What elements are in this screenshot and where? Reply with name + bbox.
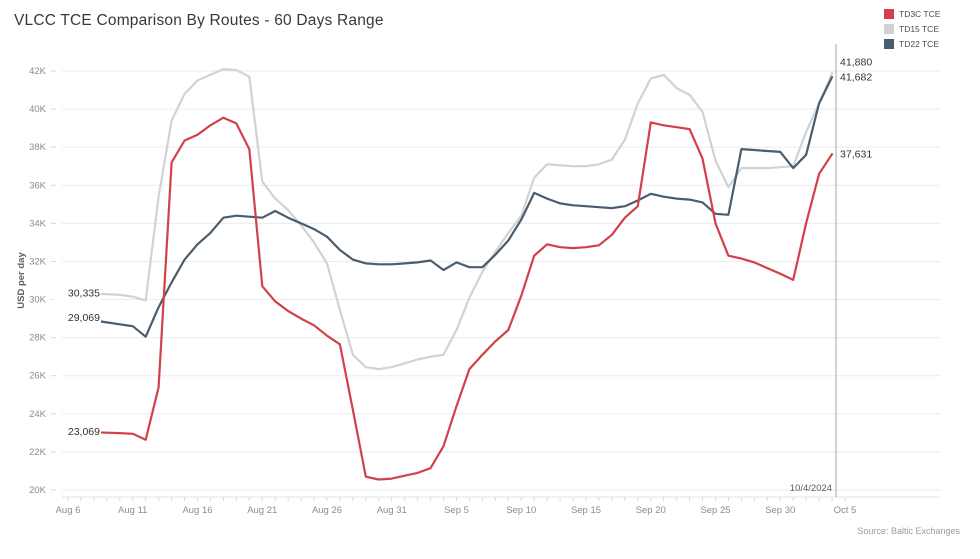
svg-text:30K: 30K	[29, 295, 47, 306]
y-axis-title: USD per day	[16, 252, 27, 309]
end-value-labels: 37,631 41,682 41,880	[840, 57, 872, 161]
svg-text:Sep 15: Sep 15	[571, 505, 601, 516]
svg-text:Sep 20: Sep 20	[636, 505, 666, 516]
svg-text:37,631: 37,631	[840, 149, 872, 161]
svg-text:Sep 25: Sep 25	[700, 505, 730, 516]
chart-title: VLCC TCE Comparison By Routes - 60 Days …	[14, 12, 384, 29]
legend-swatch-td22	[884, 39, 894, 49]
svg-text:36K: 36K	[29, 180, 47, 191]
svg-text:38K: 38K	[29, 142, 47, 153]
y-tick-labels: 20K 22K 24K 26K 28K 30K 32K 34K 36K 38K 40K 42K	[29, 66, 47, 496]
reference-line-label: 10/4/2024	[790, 483, 832, 494]
svg-text:24K: 24K	[29, 409, 47, 420]
svg-text:40K: 40K	[29, 104, 47, 115]
svg-text:Sep 30: Sep 30	[765, 505, 795, 516]
svg-text:41,682: 41,682	[840, 72, 872, 84]
legend-label-td15: TD15 TCE	[899, 24, 939, 34]
svg-text:23,069: 23,069	[68, 426, 100, 438]
source-label: Source: Baltic Exchanges	[857, 526, 960, 536]
svg-text:28K: 28K	[29, 333, 47, 344]
svg-text:Aug 26: Aug 26	[312, 505, 342, 516]
legend-swatch-td15	[884, 24, 894, 34]
reference-line: 10/4/2024	[790, 44, 837, 497]
svg-text:Aug 6: Aug 6	[56, 505, 81, 516]
legend-item-td15[interactable]: TD15 TCE	[884, 24, 940, 34]
svg-text:26K: 26K	[29, 371, 47, 382]
svg-text:Aug 16: Aug 16	[182, 505, 212, 516]
svg-text:42K: 42K	[29, 66, 47, 77]
legend-label-td3c: TD3C TCE	[899, 9, 941, 19]
svg-text:Sep 10: Sep 10	[506, 505, 536, 516]
series-line-td22[interactable]	[66, 75, 834, 338]
svg-text:Aug 31: Aug 31	[377, 505, 407, 516]
legend-label-td22: TD22 TCE	[899, 39, 939, 49]
svg-text:Sep 5: Sep 5	[444, 505, 469, 516]
x-axis: Aug 6 Aug 11 Aug 16 Aug 21 Aug 26 Aug 31 Sep 5…	[56, 496, 940, 516]
svg-text:22K: 22K	[29, 447, 47, 458]
svg-text:20K: 20K	[29, 485, 47, 496]
series-line-td3c[interactable]	[66, 116, 834, 481]
svg-text:30,335: 30,335	[68, 288, 100, 300]
y-gridlines	[51, 70, 940, 491]
svg-text:32K: 32K	[29, 256, 47, 267]
start-value-labels: 30,335 29,069 23,069	[54, 285, 101, 440]
legend-item-td22[interactable]: TD22 TCE	[884, 39, 940, 49]
svg-text:34K: 34K	[29, 218, 47, 229]
series-line-td15[interactable]	[66, 67, 834, 371]
legend: TD3C TCE TD15 TCE TD22 TCE	[884, 9, 940, 49]
svg-text:Aug 11: Aug 11	[118, 505, 147, 516]
svg-text:Oct 5: Oct 5	[834, 505, 857, 516]
svg-text:41,880: 41,880	[840, 57, 872, 69]
svg-text:29,069: 29,069	[68, 312, 100, 324]
svg-text:Aug 21: Aug 21	[247, 505, 277, 516]
legend-item-td3c[interactable]: TD3C TCE	[884, 9, 940, 19]
legend-swatch-td3c	[884, 9, 894, 19]
